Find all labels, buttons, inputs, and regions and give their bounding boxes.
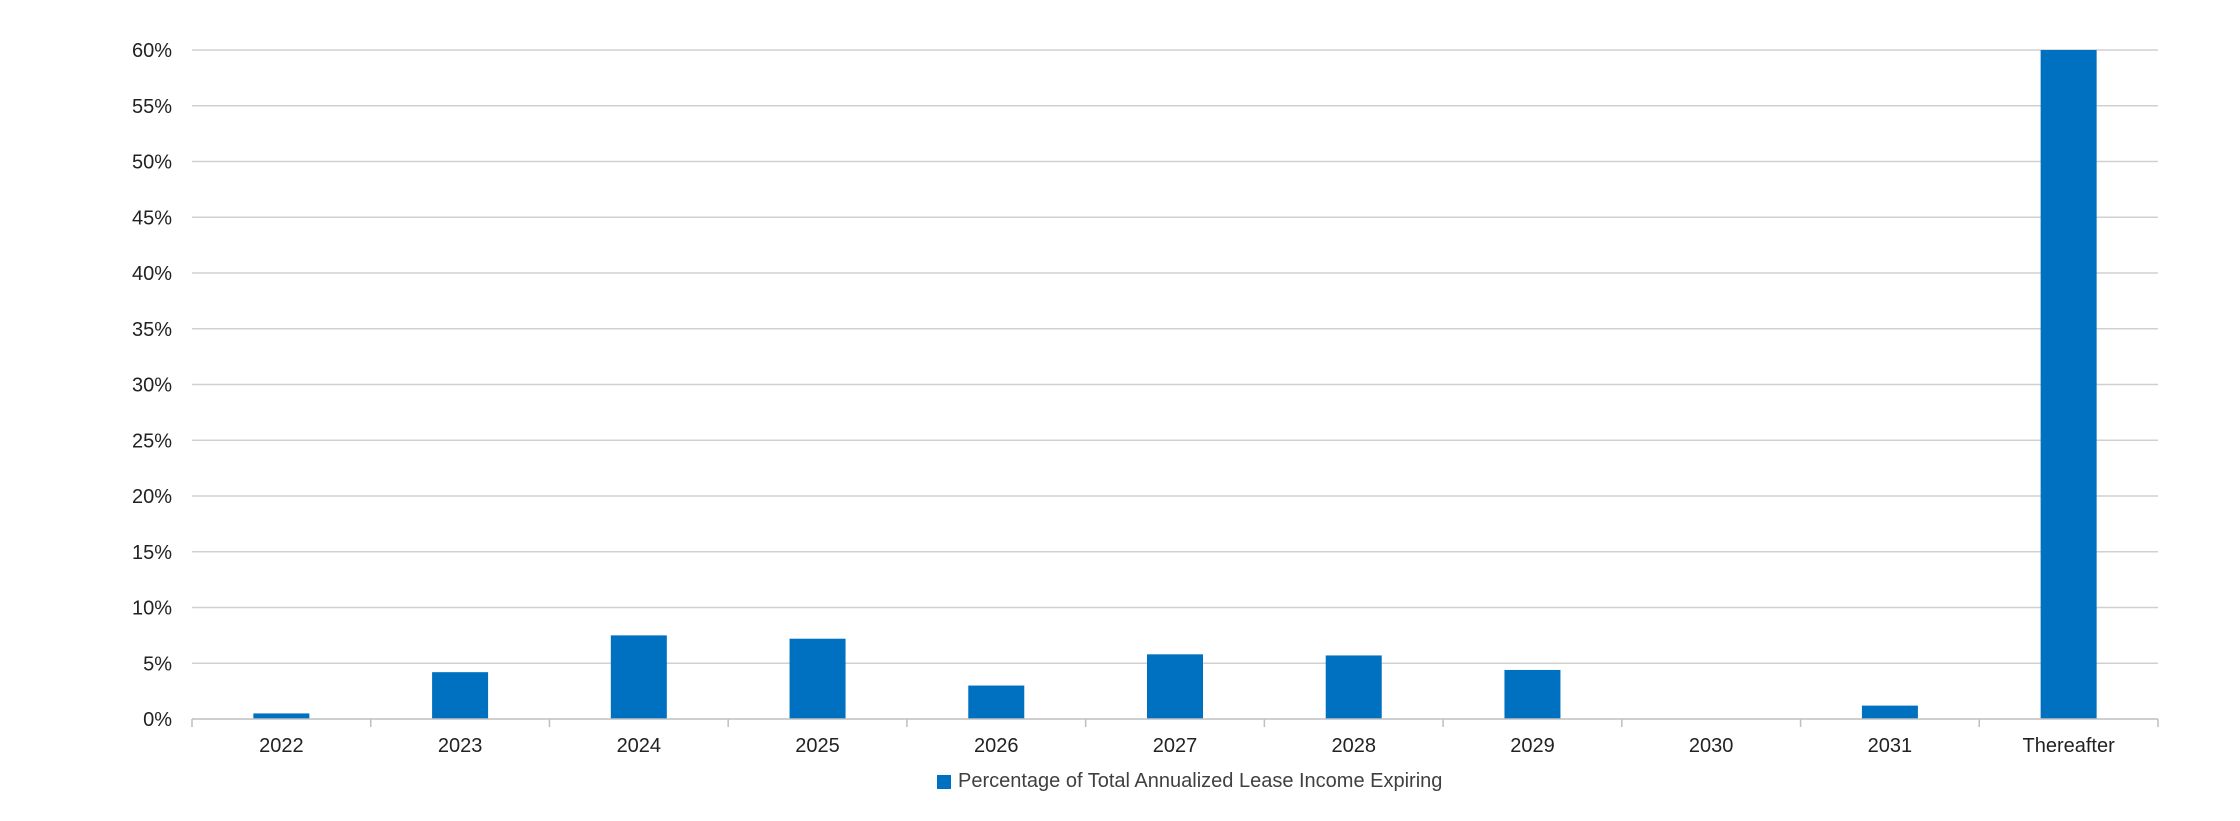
bar	[2040, 50, 2097, 719]
bar	[1504, 669, 1561, 719]
bar	[610, 635, 667, 719]
y-tick-label: 45%	[132, 207, 172, 229]
bars	[253, 50, 2097, 719]
x-tick-label: 2031	[1868, 735, 1913, 757]
y-tick-label: 50%	[132, 152, 172, 174]
bar	[1861, 705, 1918, 719]
x-tick-label: 2025	[795, 735, 840, 757]
bar	[1325, 655, 1382, 719]
y-tick-label: 10%	[132, 598, 172, 620]
y-tick-label: 0%	[143, 709, 172, 731]
y-tick-label: 5%	[143, 653, 172, 675]
y-tick-label: 25%	[132, 430, 172, 452]
y-tick-label: 55%	[132, 96, 172, 118]
y-tick-label: 60%	[132, 40, 172, 62]
y-axis-ticks: 0% 5% 10% 15% 20% 25% 30% 35% 40% 45% 50% 55% 60%	[132, 40, 172, 731]
legend-label: Percentage of Total Annualized Lease Inc…	[958, 770, 1442, 792]
legend-swatch	[937, 775, 951, 789]
bar	[432, 672, 489, 719]
x-tick-label: 2023	[438, 735, 483, 757]
y-tick-label: 30%	[132, 375, 172, 397]
y-tick-label: 20%	[132, 486, 172, 508]
bar	[253, 713, 310, 719]
bar	[1147, 654, 1203, 719]
x-tick-label: 2024	[617, 735, 662, 757]
x-tick-label: 2029	[1510, 735, 1555, 757]
bar	[968, 685, 1025, 719]
x-tick-label: Thereafter	[2023, 735, 2116, 757]
legend: Percentage of Total Annualized Lease Inc…	[937, 770, 1442, 792]
x-tick-label: 2026	[974, 735, 1019, 757]
y-tick-label: 15%	[132, 542, 172, 564]
x-tick-label: 2028	[1331, 735, 1376, 757]
bar	[789, 638, 846, 719]
y-tick-label: 35%	[132, 319, 172, 341]
x-tick-label: 2027	[1153, 735, 1198, 757]
x-axis	[191, 718, 2159, 727]
y-tick-label: 40%	[132, 263, 172, 285]
x-axis-ticks: 2022 2023 2024 2025 2026 2027 2028 2029 2030 2031…	[259, 735, 2115, 757]
x-tick-label: 2022	[259, 735, 304, 757]
x-tick-label: 2030	[1689, 735, 1734, 757]
gridlines	[192, 49, 2158, 664]
